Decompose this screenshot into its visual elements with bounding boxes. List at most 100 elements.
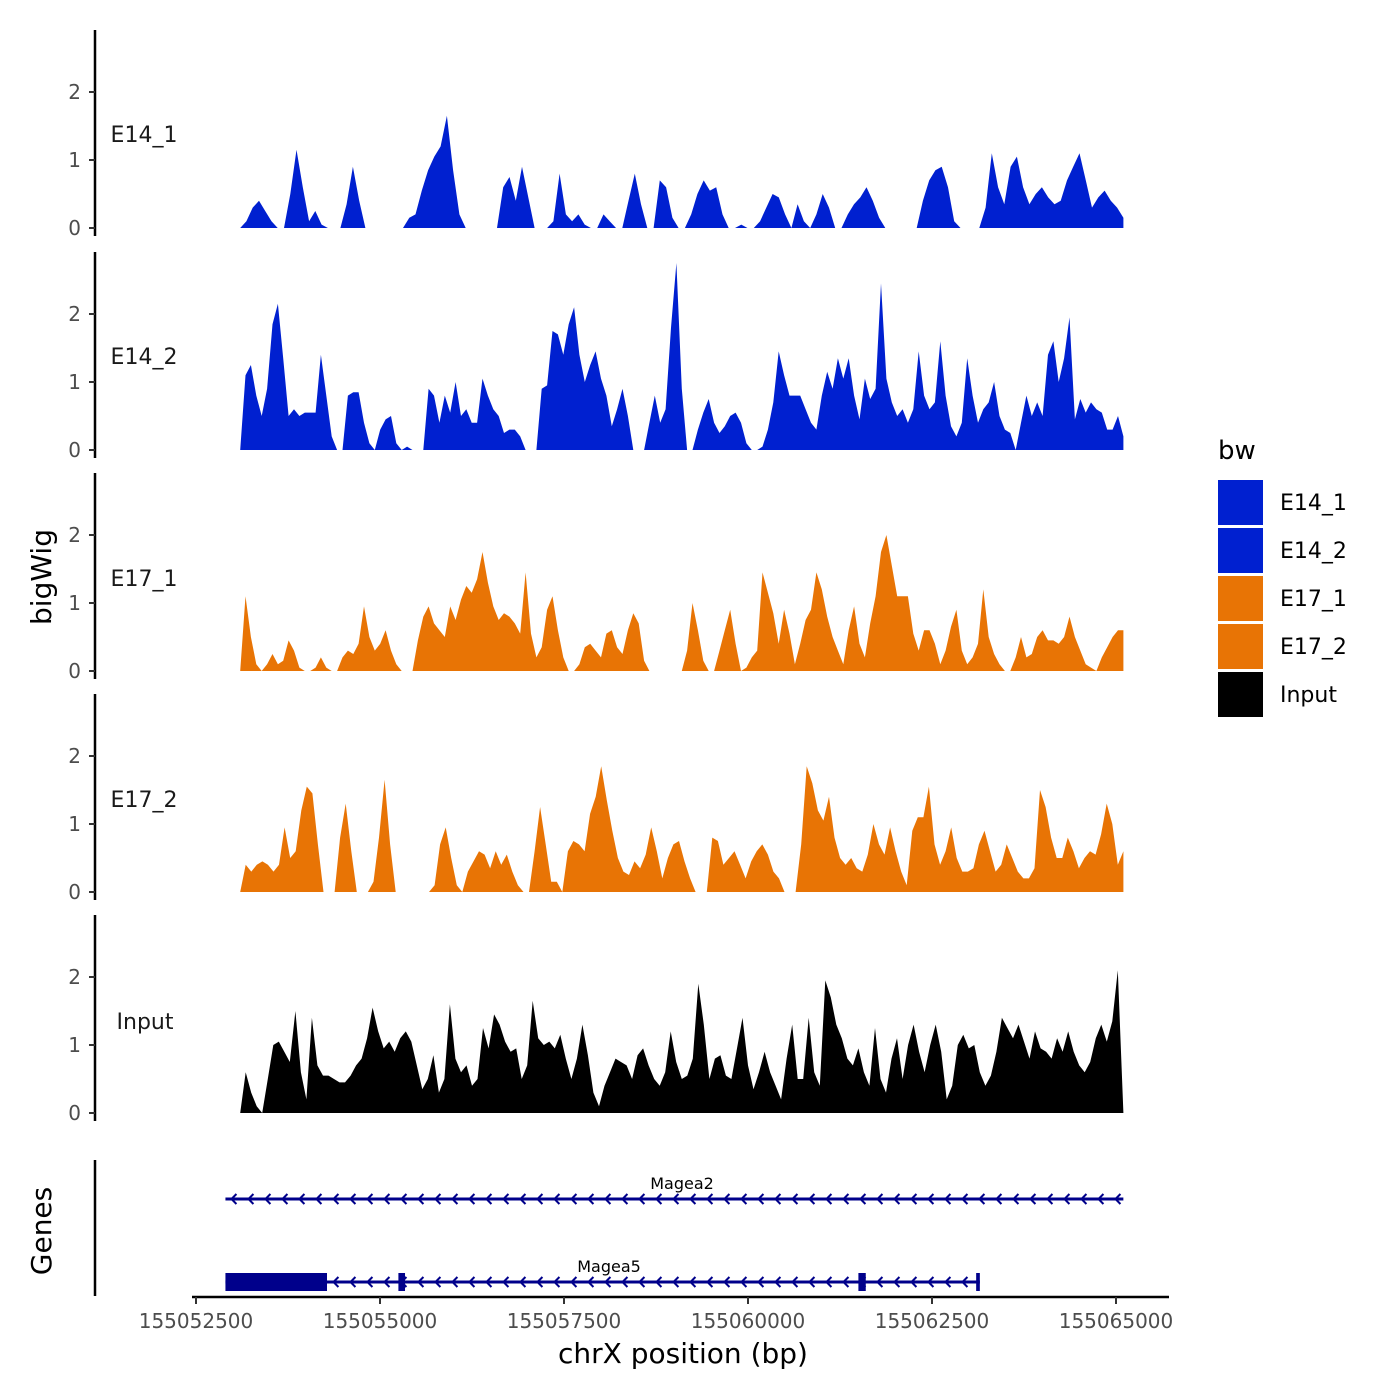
y-tick-label: 2 <box>68 744 81 768</box>
legend-swatch <box>1218 672 1263 717</box>
strand-arrow <box>502 1276 510 1288</box>
y-tick-label: 2 <box>68 523 81 547</box>
strand-arrow <box>689 1276 697 1288</box>
strand-arrow <box>264 1193 272 1205</box>
strand-arrow <box>876 1193 884 1205</box>
strand-arrow <box>417 1276 425 1288</box>
strand-arrow <box>587 1193 595 1205</box>
x-axis-title: chrX position (bp) <box>558 1337 808 1370</box>
strand-arrow <box>910 1276 918 1288</box>
tracks-group: 0 1 2 E14_1 0 1 2 E14_2 0 1 2 E17_1 0 1 2 E17_2 0 1 2 Input <box>68 30 1124 1125</box>
strand-arrow <box>451 1276 459 1288</box>
strand-arrow <box>961 1193 969 1205</box>
strand-arrow <box>791 1193 799 1205</box>
strand-arrow <box>927 1276 935 1288</box>
gene-track: Magea2 Magea5 <box>93 1160 1124 1296</box>
strand-arrow <box>944 1276 952 1288</box>
legend-item-e14-2: E14_2 <box>1218 528 1347 573</box>
track-e17-1: 0 1 2 E17_1 <box>68 473 1124 683</box>
y-tick-label: 1 <box>68 591 81 615</box>
gene-magea2: Magea2 <box>225 1174 1124 1205</box>
strand-arrow <box>604 1193 612 1205</box>
legend-label: E17_1 <box>1280 587 1347 612</box>
strand-arrow <box>451 1193 459 1205</box>
y-axis-title: bigWig <box>25 529 58 625</box>
y-tick-label: 0 <box>68 438 81 462</box>
track-label: E14_2 <box>111 345 178 370</box>
strand-arrow <box>519 1193 527 1205</box>
strand-arrow <box>366 1276 374 1288</box>
strand-arrow <box>995 1193 1003 1205</box>
strand-arrow <box>468 1276 476 1288</box>
y-tick-label: 1 <box>68 1033 81 1057</box>
strand-arrow <box>740 1276 748 1288</box>
coverage-area-input <box>240 970 1124 1113</box>
strand-arrow <box>621 1193 629 1205</box>
strand-arrow <box>791 1276 799 1288</box>
x-tick-label: 155060000 <box>691 1309 806 1333</box>
legend-swatch <box>1218 576 1263 621</box>
strand-arrow <box>825 1276 833 1288</box>
gene-magea5: Magea5 <box>225 1257 980 1291</box>
strand-arrow <box>230 1193 238 1205</box>
strand-arrow <box>638 1276 646 1288</box>
strand-arrow <box>723 1193 731 1205</box>
y-tick-label: 2 <box>68 80 81 104</box>
strand-arrow <box>1012 1193 1020 1205</box>
strand-arrow <box>553 1276 561 1288</box>
strand-arrow <box>247 1193 255 1205</box>
genes-axis-title: Genes <box>25 1187 58 1275</box>
y-tick-label: 2 <box>68 965 81 989</box>
strand-arrow <box>774 1276 782 1288</box>
track-e14-1: 0 1 2 E14_1 <box>68 30 1124 240</box>
legend-item-e17-1: E17_1 <box>1218 576 1347 621</box>
track-label: Input <box>117 1010 174 1035</box>
y-tick-label: 1 <box>68 148 81 172</box>
strand-arrow <box>349 1276 357 1288</box>
legend-label: E14_1 <box>1280 491 1347 516</box>
strand-arrow <box>944 1193 952 1205</box>
strand-arrow <box>332 1193 340 1205</box>
y-tick-label: 0 <box>68 1101 81 1125</box>
legend-item-e14-1: E14_1 <box>1218 480 1347 525</box>
strand-arrow <box>587 1276 595 1288</box>
strand-arrow <box>570 1276 578 1288</box>
x-tick-label: 155065000 <box>1059 1309 1174 1333</box>
legend-swatch <box>1218 480 1263 525</box>
y-tick-label: 1 <box>68 370 81 394</box>
track-label: E14_1 <box>111 123 178 148</box>
x-tick-label: 155062500 <box>875 1309 990 1333</box>
y-tick-label: 0 <box>68 880 81 904</box>
exon <box>976 1273 980 1291</box>
strand-arrow <box>502 1193 510 1205</box>
strand-arrow <box>383 1276 391 1288</box>
x-tick-label: 155055000 <box>323 1309 438 1333</box>
strand-arrow <box>536 1276 544 1288</box>
strand-arrow <box>842 1276 850 1288</box>
track-input: 0 1 2 Input <box>68 915 1124 1125</box>
strand-arrow <box>1114 1193 1122 1205</box>
strand-arrow <box>1080 1193 1088 1205</box>
strand-arrow <box>281 1193 289 1205</box>
strand-arrow <box>485 1276 493 1288</box>
track-label: E17_1 <box>111 567 178 592</box>
strand-arrow <box>774 1193 782 1205</box>
strand-arrow <box>706 1193 714 1205</box>
strand-arrow <box>434 1276 442 1288</box>
strand-arrow <box>706 1276 714 1288</box>
track-label: E17_2 <box>111 788 178 813</box>
track-e14-2: 0 1 2 E14_2 <box>68 252 1124 462</box>
y-tick-label: 1 <box>68 812 81 836</box>
strand-arrow <box>638 1193 646 1205</box>
strand-arrow <box>1097 1193 1105 1205</box>
strand-arrow <box>859 1193 867 1205</box>
x-tick-label: 155052500 <box>139 1309 254 1333</box>
strand-arrow <box>468 1193 476 1205</box>
strand-arrow <box>740 1193 748 1205</box>
strand-arrow <box>961 1276 969 1288</box>
strand-arrow <box>536 1193 544 1205</box>
y-tick-label: 0 <box>68 659 81 683</box>
strand-arrow <box>689 1193 697 1205</box>
legend-label: E17_2 <box>1280 635 1347 660</box>
x-tick-label: 155057500 <box>507 1309 622 1333</box>
